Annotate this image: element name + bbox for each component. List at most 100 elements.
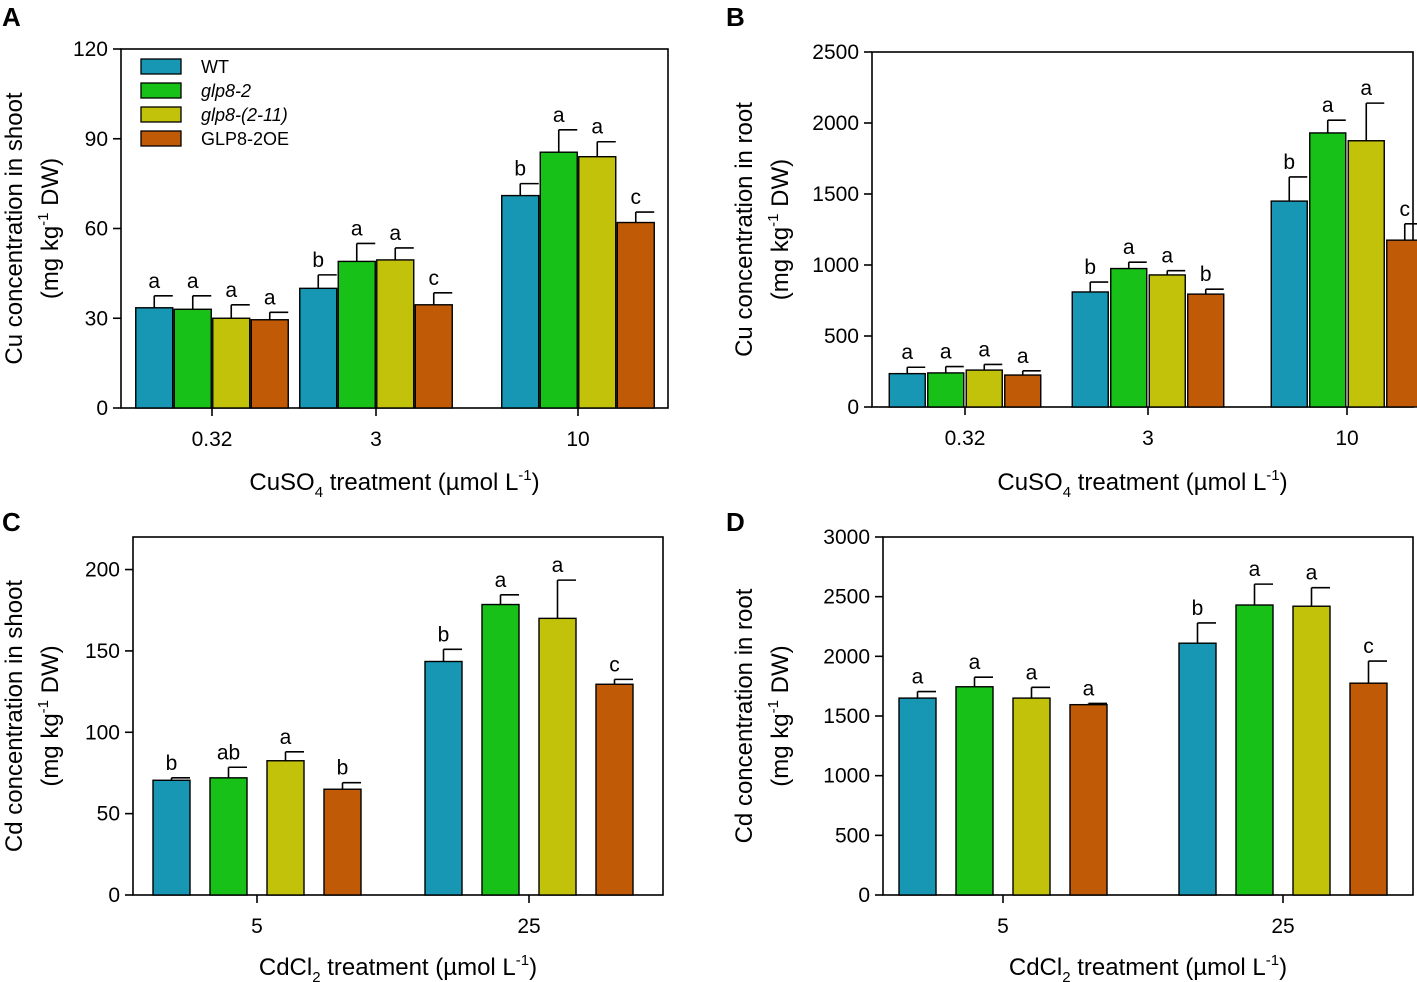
y-axis-title: Cd concentration in shoot — [1, 580, 28, 853]
x-axis-title: CdCl2 treatment (µmol L-1) — [259, 952, 537, 982]
significance-letter: a — [969, 651, 981, 674]
y-axis-unit-part: (mg kg — [767, 713, 794, 786]
significance-letter: a — [264, 286, 276, 309]
x-axis-title-subscript: 2 — [312, 969, 320, 982]
panel-a: A 0 30 60 90 120 a a a a 0.32 b a a c 3 b a a c 10 CuSO4 trea… — [1, 2, 669, 501]
significance-letter: a — [978, 338, 990, 361]
significance-letter: a — [495, 569, 507, 592]
bar — [1349, 682, 1388, 896]
significance-letter: a — [389, 222, 401, 245]
x-axis-title-part: treatment (µmol L — [323, 469, 518, 496]
y-axis-unit-part: (mg kg — [37, 226, 64, 299]
x-axis-title-part: CuSO — [249, 469, 314, 496]
significance-letter: a — [901, 341, 913, 364]
legend-swatch — [140, 82, 182, 99]
x-tick-label: 0.32 — [945, 427, 986, 450]
bar — [212, 317, 251, 409]
y-axis-unit: (mg kg-1 DW) — [765, 645, 794, 786]
bar — [266, 760, 305, 896]
significance-letter: b — [514, 158, 526, 181]
bar — [209, 777, 248, 896]
x-tick-label: 25 — [517, 915, 540, 938]
legend-swatch — [140, 130, 182, 147]
bar — [424, 660, 463, 896]
bar — [1071, 291, 1109, 408]
bar — [1347, 140, 1385, 408]
x-axis-title-part: treatment (µmol L — [1071, 954, 1266, 981]
x-axis-title-part: ) — [1280, 469, 1288, 496]
bar — [595, 683, 634, 896]
y-tick-label: 1500 — [823, 705, 870, 728]
bar — [927, 372, 965, 408]
legend-swatch — [140, 106, 182, 123]
significance-letter: b — [166, 752, 178, 775]
y-axis-title: Cu concentration in root — [731, 102, 758, 357]
bar — [1187, 293, 1225, 408]
bar — [1292, 605, 1331, 896]
y-tick-label: 90 — [85, 128, 108, 151]
significance-letter: a — [225, 279, 237, 302]
bar — [888, 372, 926, 408]
significance-letter: a — [912, 666, 924, 689]
y-axis-unit-part: DW) — [767, 645, 794, 700]
panel-b: B 0 500 1000 1500 2000 2500 a a a a 0.32 b a a b 3 b a a c 10… — [726, 2, 1417, 501]
y-tick-label: 500 — [824, 325, 859, 348]
x-tick-label: 5 — [251, 915, 263, 938]
x-axis-title-superscript: -1 — [1266, 952, 1279, 969]
legend-swatch — [140, 58, 182, 75]
significance-letter: a — [148, 270, 160, 293]
y-axis-title: Cd concentration in root — [731, 588, 758, 843]
significance-letter: a — [1360, 77, 1372, 100]
x-axis-title-subscript: 2 — [1062, 969, 1070, 982]
x-tick-label: 10 — [1335, 427, 1358, 450]
x-axis-title-superscript: -1 — [1266, 467, 1279, 484]
bar — [152, 779, 191, 896]
significance-letter: b — [1283, 151, 1295, 174]
significance-letter: a — [553, 104, 565, 127]
y-axis-unit-superscript: -1 — [35, 212, 52, 225]
x-tick-label: 25 — [1271, 915, 1294, 938]
bar — [337, 260, 376, 409]
y-axis-unit-part: (mg kg — [767, 227, 794, 300]
x-axis-title-subscript: 4 — [315, 484, 323, 501]
significance-letter: b — [1192, 597, 1204, 620]
bar — [616, 221, 655, 409]
y-axis-unit-superscript: -1 — [765, 213, 782, 226]
bar — [538, 617, 577, 896]
bar — [1178, 642, 1217, 896]
significance-letter: a — [1123, 236, 1135, 259]
y-tick-label: 1000 — [812, 254, 859, 277]
x-axis-title-part: ) — [532, 469, 540, 496]
bar — [578, 155, 617, 409]
bar — [1110, 267, 1148, 408]
x-tick-label: 0.32 — [192, 428, 233, 451]
y-tick-label: 2000 — [812, 112, 859, 135]
panel-letter: C — [2, 507, 21, 537]
legend-label: WT — [201, 57, 229, 77]
x-tick-label: 3 — [1142, 427, 1154, 450]
x-axis-title-superscript: -1 — [518, 467, 531, 484]
bar — [1012, 697, 1051, 896]
significance-letter: b — [337, 757, 349, 780]
x-axis-title-part: CdCl — [259, 954, 312, 981]
y-tick-label: 120 — [73, 38, 108, 61]
significance-letter: c — [429, 267, 440, 290]
significance-letter: c — [631, 186, 642, 209]
bar — [323, 788, 362, 896]
y-tick-label: 100 — [85, 721, 120, 744]
bar — [1148, 274, 1186, 408]
y-axis-unit-part: DW) — [37, 158, 64, 213]
significance-letter: a — [187, 270, 199, 293]
y-axis-unit-part: (mg kg — [37, 713, 64, 786]
bar — [376, 259, 415, 409]
significance-letter: b — [1200, 263, 1212, 286]
y-tick-label: 0 — [858, 884, 870, 907]
x-axis-title-part: treatment (µmol L — [321, 954, 516, 981]
significance-letter: a — [1322, 94, 1334, 117]
significance-letter: a — [280, 726, 292, 749]
y-tick-label: 1000 — [823, 765, 870, 788]
significance-letter: ab — [217, 741, 240, 764]
bar — [414, 304, 453, 409]
significance-letter: b — [438, 623, 450, 646]
